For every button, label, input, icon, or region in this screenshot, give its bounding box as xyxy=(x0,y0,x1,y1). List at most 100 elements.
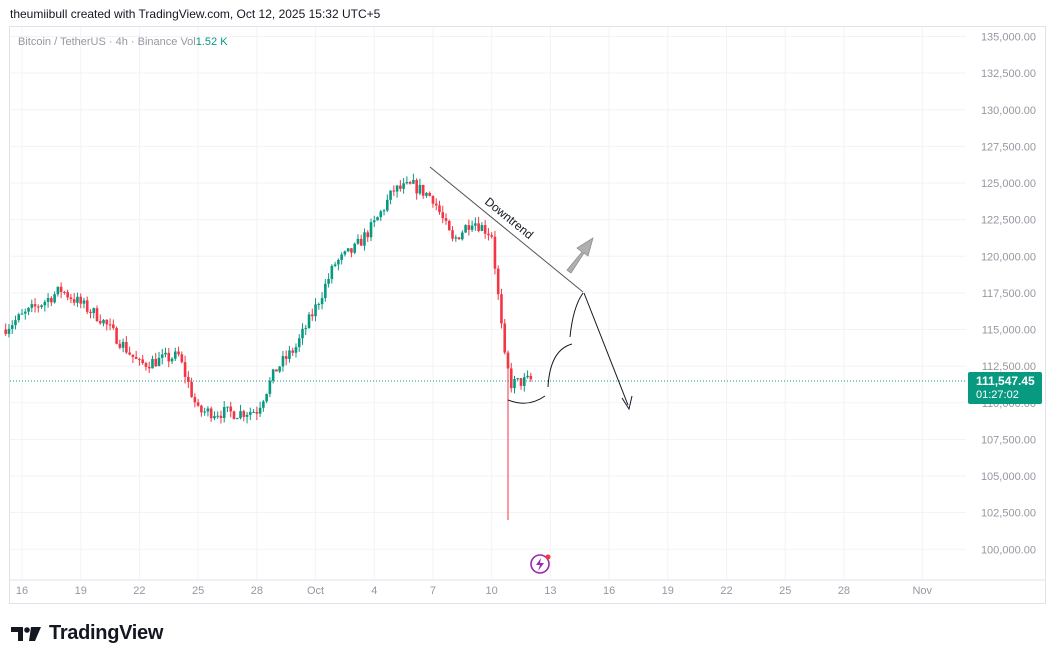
candle xyxy=(63,290,66,295)
candle xyxy=(14,315,17,330)
candle xyxy=(314,298,317,322)
candle xyxy=(147,361,151,373)
candle xyxy=(232,410,236,420)
y-tick-label: 120,000.00 xyxy=(981,251,1036,263)
volume-value: 1.52 K xyxy=(195,36,228,48)
candle xyxy=(392,185,396,196)
drawings-layer: Downtrend xyxy=(429,166,633,574)
candle xyxy=(23,308,27,320)
candle xyxy=(33,298,37,313)
candle xyxy=(493,230,497,275)
candles-layer xyxy=(4,173,533,520)
candle xyxy=(428,191,432,197)
candle xyxy=(134,350,138,360)
lightning-event-icon[interactable] xyxy=(530,554,551,574)
y-tick-label: 117,500.00 xyxy=(982,288,1036,300)
candle xyxy=(447,219,451,231)
candle xyxy=(258,401,262,417)
candle xyxy=(252,409,255,413)
candle xyxy=(151,355,154,369)
down-arrow-icon xyxy=(621,395,633,411)
logo-text: TradingView xyxy=(49,622,164,644)
candle xyxy=(95,305,99,323)
candle xyxy=(209,406,213,422)
y-tick-label: 105,000.00 xyxy=(981,471,1036,483)
candle xyxy=(69,293,73,304)
candle xyxy=(144,361,148,371)
candle xyxy=(386,194,389,213)
candle xyxy=(187,371,190,389)
candle xyxy=(454,234,458,242)
candle xyxy=(53,291,56,304)
price-axis: 135,000.00 132,500.00 130,000.00 127,500.00… xyxy=(981,32,1036,557)
candle xyxy=(317,302,321,310)
candle xyxy=(474,217,477,231)
tradingview-logo[interactable]: TradingView xyxy=(11,622,163,645)
candle xyxy=(72,293,76,306)
candle xyxy=(98,314,102,325)
candle xyxy=(89,309,92,319)
candle xyxy=(297,334,301,352)
candle xyxy=(366,230,370,242)
candle xyxy=(415,178,418,200)
candle xyxy=(444,213,448,225)
candle xyxy=(461,230,464,241)
candle xyxy=(219,410,223,424)
bar-countdown: 01:27:02 xyxy=(976,389,1019,401)
chart-frame[interactable] xyxy=(9,26,1046,604)
candle xyxy=(281,351,285,372)
candle xyxy=(4,323,7,336)
candle xyxy=(320,292,324,310)
candle xyxy=(506,350,510,520)
candle xyxy=(180,351,184,364)
x-tick-label: 28 xyxy=(251,585,263,597)
candle xyxy=(249,407,252,421)
candle xyxy=(513,375,516,394)
candle xyxy=(17,312,21,323)
projection-arc-2[interactable] xyxy=(547,343,573,388)
candle xyxy=(157,351,161,367)
candle xyxy=(421,184,425,199)
candle xyxy=(50,296,53,307)
symbol-legend: Bitcoin / TetherUS · 4h · Binance Vol1.5… xyxy=(18,36,228,48)
candle xyxy=(464,224,467,233)
candle xyxy=(128,346,131,356)
candle xyxy=(79,293,83,309)
candle xyxy=(301,323,304,345)
candle xyxy=(359,234,363,246)
candle xyxy=(434,198,438,211)
downtrend-label: Downtrend xyxy=(482,194,536,241)
x-tick-label: 4 xyxy=(371,585,377,597)
projection-down-line[interactable] xyxy=(583,292,629,406)
y-tick-label: 132,500.00 xyxy=(981,68,1036,80)
attribution-header: theumiibull created with TradingView.com… xyxy=(10,7,381,21)
x-tick-label: 16 xyxy=(603,585,615,597)
candle xyxy=(500,288,503,329)
y-tick-label: 125,000.00 xyxy=(981,178,1036,190)
up-arrow-icon[interactable] xyxy=(566,237,594,274)
candle xyxy=(399,180,402,192)
candle xyxy=(483,220,487,239)
candle xyxy=(235,417,239,420)
candle xyxy=(37,304,40,313)
candle xyxy=(526,370,529,379)
projection-arc-3[interactable] xyxy=(569,292,584,338)
candle xyxy=(43,299,47,312)
candle xyxy=(66,289,69,301)
x-tick-label: 28 xyxy=(838,585,850,597)
x-tick-label: 25 xyxy=(779,585,791,597)
candle xyxy=(76,292,79,307)
candle xyxy=(376,216,379,221)
downtrend-line[interactable] xyxy=(429,166,584,293)
candle xyxy=(425,192,428,198)
last-price-tag: 111,547.45 01:27:02 xyxy=(968,372,1042,404)
candle xyxy=(405,176,409,185)
candle xyxy=(27,307,30,316)
candle xyxy=(291,347,295,357)
projection-arc-1[interactable] xyxy=(507,395,546,404)
candle xyxy=(402,178,405,194)
x-tick-label: 25 xyxy=(192,585,204,597)
candle xyxy=(372,215,376,228)
candle xyxy=(477,216,480,233)
